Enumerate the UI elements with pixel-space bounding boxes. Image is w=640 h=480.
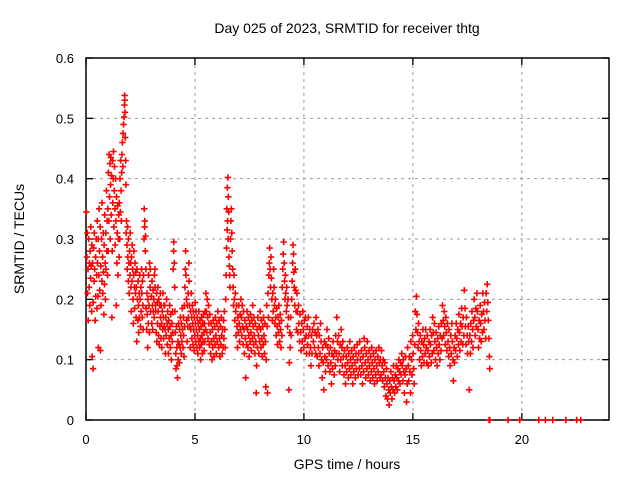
y-tick-label: 0.6 (56, 51, 74, 66)
y-tick-label: 0.3 (56, 232, 74, 247)
x-tick-label: 15 (406, 432, 420, 447)
chart-title: Day 025 of 2023, SRMTID for receiver tht… (214, 20, 479, 36)
y-tick-label: 0 (67, 413, 74, 428)
x-tick-label: 20 (515, 432, 529, 447)
y-tick-label: 0.5 (56, 111, 74, 126)
y-tick-label: 0.2 (56, 292, 74, 307)
x-tick-label: 10 (297, 432, 311, 447)
y-tick-label: 0.1 (56, 353, 74, 368)
y-axis-title: SRMTID / TECUs (11, 184, 27, 294)
tick-labels: 0 5 10 15 20 0 0.1 0.2 0.3 0.4 0.5 0.6 (56, 51, 529, 447)
scatter-points (83, 92, 584, 424)
y-tick-label: 0.4 (56, 172, 74, 187)
x-tick-label: 5 (191, 432, 198, 447)
x-tick-label: 0 (82, 432, 89, 447)
x-axis-title: GPS time / hours (294, 456, 401, 472)
